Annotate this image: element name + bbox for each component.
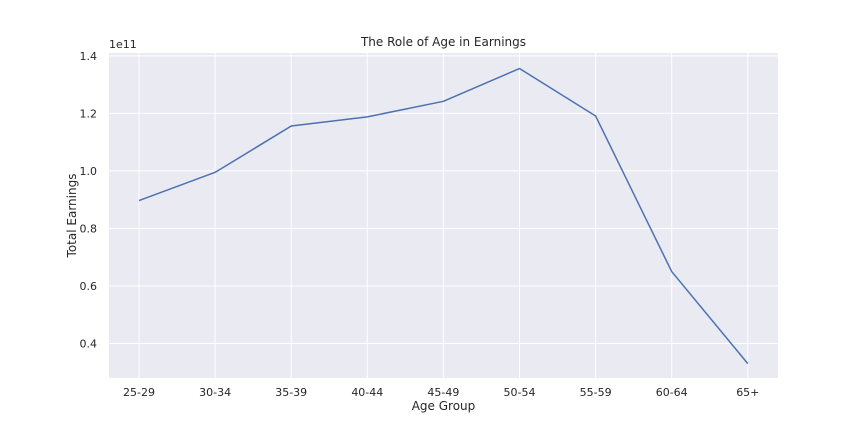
y-tick-label: 0.8 (80, 222, 98, 235)
x-axis-label: Age Group (412, 399, 476, 413)
y-tick-label: 1.4 (80, 50, 98, 63)
y-axis-label: Total Earnings (65, 174, 79, 259)
y-tick-label: 1.0 (80, 165, 98, 178)
grid-lines (109, 53, 778, 378)
x-tick-label: 30-34 (199, 386, 231, 399)
x-tick-label: 55-59 (580, 386, 612, 399)
y-tick-label: 0.6 (80, 280, 98, 293)
x-axis-ticks: 25-29 30-34 35-39 40-44 45-49 50-54 55-59 60-64… (123, 386, 759, 399)
x-tick-label: 50-54 (504, 386, 536, 399)
x-tick-label: 25-29 (123, 386, 155, 399)
x-tick-label: 35-39 (275, 386, 307, 399)
x-tick-label: 45-49 (427, 386, 459, 399)
series-line (138, 67, 749, 365)
x-tick-label: 40-44 (351, 386, 383, 399)
x-tick-label: 65+ (736, 386, 759, 399)
series-layer (138, 67, 749, 365)
y-tick-label: 0.4 (80, 337, 98, 350)
y-axis-ticks: 0.4 0.6 0.8 1.0 1.2 1.4 (80, 50, 98, 351)
x-tick-label: 60-64 (656, 386, 688, 399)
y-tick-label: 1.2 (80, 107, 98, 120)
y-axis-offset-label: 1e11 (109, 38, 137, 51)
chart-title: The Role of Age in Earnings (360, 35, 526, 49)
